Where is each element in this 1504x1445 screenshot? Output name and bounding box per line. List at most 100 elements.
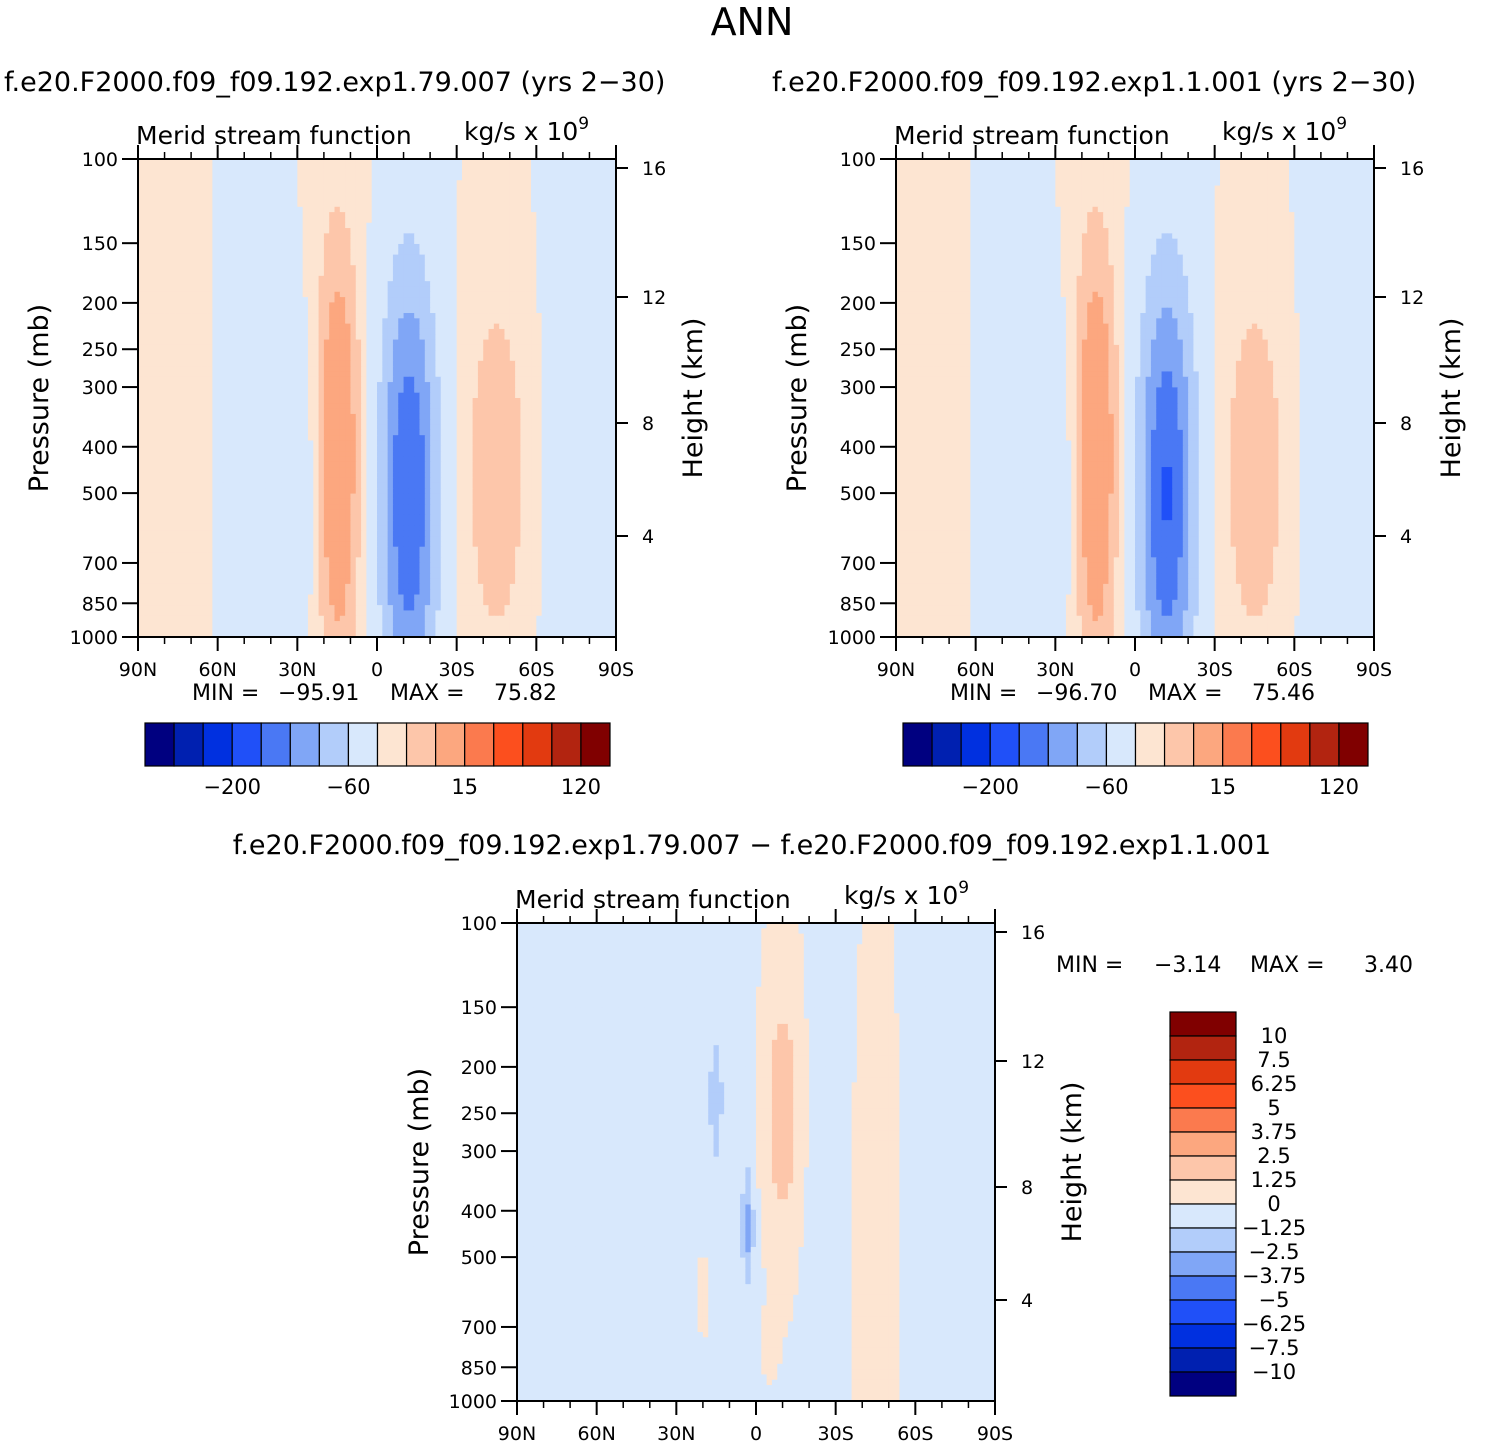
field-cell <box>180 159 187 165</box>
field-cell <box>578 206 585 213</box>
field-cell <box>477 291 484 298</box>
field-cell <box>138 435 144 442</box>
field-cell <box>207 451 213 458</box>
field-cell <box>196 212 203 219</box>
field-cell <box>531 270 537 277</box>
field-cell <box>515 424 521 431</box>
field-cell <box>185 334 192 341</box>
field-cell <box>392 419 399 426</box>
field-cell <box>175 318 182 325</box>
field-cell <box>292 360 298 367</box>
field-cell <box>148 259 155 266</box>
field-cell <box>323 164 330 171</box>
field-cell <box>138 350 144 357</box>
field-cell <box>169 238 176 245</box>
field-cell <box>323 440 330 447</box>
field-cell <box>334 440 341 447</box>
field-cell <box>339 212 346 219</box>
field-cell <box>531 350 537 357</box>
field-cell <box>419 344 426 351</box>
field-cell <box>414 228 421 234</box>
field-cell <box>244 212 251 219</box>
field-cell <box>148 169 155 176</box>
field-cell <box>366 206 373 213</box>
field-cell <box>461 275 468 282</box>
field-cell <box>355 212 362 219</box>
field-cell <box>525 307 532 314</box>
field-cell <box>408 344 415 351</box>
field-cell <box>307 206 314 213</box>
field-cell <box>605 323 612 330</box>
field-cell <box>153 350 160 357</box>
field-cell <box>456 403 463 410</box>
field-cell <box>392 328 399 335</box>
field-cell <box>472 201 479 208</box>
field-cell <box>138 185 144 192</box>
field-cell <box>281 392 288 399</box>
field-cell <box>403 392 410 399</box>
field-cell <box>562 445 569 452</box>
field-cell <box>281 217 288 224</box>
field-cell <box>377 275 383 282</box>
field-cell <box>371 328 378 335</box>
field-cell <box>403 440 410 447</box>
field-cell <box>504 355 511 362</box>
field-cell <box>238 318 245 325</box>
field-cell <box>440 275 447 282</box>
field-cell <box>456 265 463 272</box>
field-cell <box>488 190 495 197</box>
field-cell <box>244 350 251 357</box>
field-cell <box>148 233 155 240</box>
field-cell <box>265 302 272 309</box>
field-cell <box>366 249 373 256</box>
field-cell <box>589 328 596 335</box>
field-cell <box>345 429 352 436</box>
field-cell <box>584 238 591 245</box>
field-cell <box>392 180 399 187</box>
field-cell <box>531 190 537 197</box>
field-cell <box>302 313 309 319</box>
field-cell <box>435 238 442 245</box>
field-cell <box>249 249 256 256</box>
field-cell <box>610 313 617 319</box>
field-cell <box>313 398 320 404</box>
field-cell <box>398 328 405 335</box>
field-cell <box>313 371 320 378</box>
field-cell <box>228 318 235 325</box>
field-cell <box>430 228 437 234</box>
field-cell <box>562 334 569 341</box>
field-cell <box>525 339 532 346</box>
field-cell <box>525 169 532 176</box>
field-cell <box>467 206 474 213</box>
field-cell <box>578 408 585 415</box>
field-cell <box>552 254 559 261</box>
field-cell <box>361 297 367 303</box>
field-cell <box>254 302 261 309</box>
field-cell <box>334 302 341 309</box>
field-cell <box>222 408 229 415</box>
field-cell <box>148 265 155 272</box>
field-cell <box>552 408 559 415</box>
field-cell <box>297 376 304 383</box>
field-cell <box>568 350 575 357</box>
field-cell <box>589 445 596 452</box>
field-cell <box>488 318 495 325</box>
field-cell <box>222 382 229 388</box>
field-cell <box>286 185 293 192</box>
field-cell <box>467 387 474 394</box>
field-cell <box>483 398 490 404</box>
field-cell <box>557 180 564 187</box>
field-cell <box>350 307 357 314</box>
field-cell <box>313 286 320 293</box>
field-cell <box>536 392 543 399</box>
field-cell <box>451 206 458 213</box>
field-cell <box>472 408 479 415</box>
field-cell <box>323 228 330 234</box>
field-cell <box>185 424 192 431</box>
field-cell <box>584 222 591 229</box>
field-cell <box>573 323 580 330</box>
field-cell <box>525 413 532 420</box>
field-cell <box>366 185 373 192</box>
field-cell <box>594 318 601 325</box>
field-cell <box>260 366 267 373</box>
